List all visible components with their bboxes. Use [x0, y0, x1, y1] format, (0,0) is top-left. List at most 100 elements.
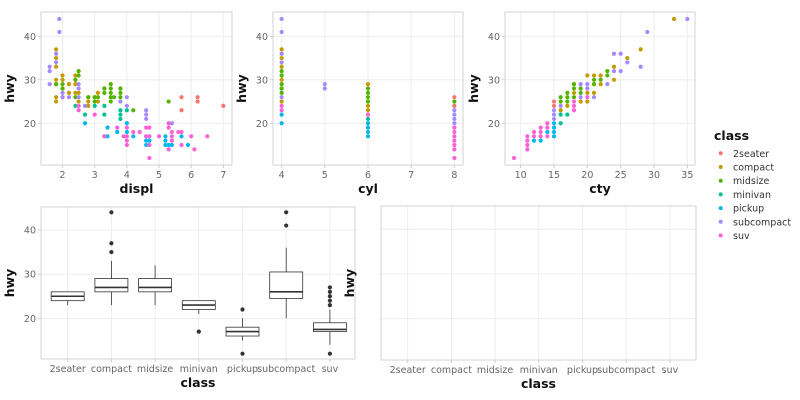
point-midsize: [111, 95, 117, 100]
outlier-point: [327, 289, 332, 294]
point-suv: [189, 134, 194, 139]
point-suv: [545, 121, 550, 126]
y-tick-label: 20: [488, 119, 500, 130]
x-axis-title: displ: [120, 181, 154, 196]
point-suv: [92, 112, 97, 117]
x-tick-label: 35: [681, 170, 693, 181]
point-midsize: [565, 90, 570, 95]
point-midsize: [73, 77, 78, 82]
point-midsize: [591, 82, 597, 87]
legend-key-midsize: [718, 178, 723, 183]
point-subcompact: [279, 29, 284, 35]
point-minivan: [565, 112, 570, 117]
point-minivan: [102, 103, 107, 108]
point-subcompact: [618, 69, 623, 74]
point-compact: [86, 99, 91, 104]
x-axis-title: class: [180, 375, 215, 390]
point-suv: [131, 129, 136, 135]
x-tick-label: midsize: [477, 365, 513, 376]
x-tick-label: 30: [648, 170, 660, 181]
x-tick-label: 20: [581, 170, 593, 181]
boxplot-minivan: [181, 300, 216, 334]
point-suv: [102, 134, 107, 139]
point-compact: [591, 90, 597, 95]
point-pickup: [365, 134, 371, 139]
x-axis-title: cyl: [358, 181, 378, 196]
point-midsize: [365, 95, 371, 100]
x-tick-label: 10: [515, 170, 527, 181]
x-tick-label: pickup: [227, 364, 258, 375]
legend-item-pickup: pickup: [718, 204, 764, 215]
point-midsize: [605, 73, 610, 78]
point-suv: [538, 125, 543, 130]
x-tick-label: 6: [365, 170, 371, 181]
point-pickup: [163, 142, 168, 148]
point-midsize: [558, 99, 563, 104]
point-compact: [95, 90, 101, 95]
point-compact: [279, 47, 284, 52]
x-tick-label: compact: [91, 364, 132, 375]
point-suv: [452, 147, 457, 152]
point-subcompact: [558, 103, 563, 108]
x-tick-label: suv: [662, 365, 679, 376]
x-tick-label: 5: [156, 170, 162, 181]
point-suv: [279, 103, 284, 108]
box: [138, 278, 173, 293]
y-tick-label: 20: [24, 119, 36, 130]
point-midsize: [565, 95, 570, 100]
point-midsize: [578, 86, 583, 91]
point-suv: [545, 125, 550, 130]
point-2seater: [551, 103, 557, 108]
x-tick-label: 5: [322, 170, 328, 181]
point-compact: [591, 73, 597, 78]
point-minivan: [124, 108, 129, 113]
point-compact: [585, 73, 590, 78]
boxplot-suv: [312, 285, 347, 356]
x-tick-label: 7: [220, 170, 226, 181]
x-tick-label: 7: [408, 170, 414, 181]
point-suv: [179, 142, 184, 148]
point-midsize: [60, 82, 65, 87]
point-pickup: [531, 138, 537, 143]
point-pickup: [163, 138, 168, 143]
point-midsize: [279, 73, 284, 78]
point-subcompact: [585, 86, 590, 91]
x-tick-label: 2seater: [390, 365, 426, 376]
point-suv: [531, 134, 537, 139]
point-suv: [156, 134, 162, 139]
point-compact: [54, 55, 59, 61]
point-subcompact: [76, 95, 81, 100]
point-midsize: [571, 86, 577, 91]
boxplot-midsize: [138, 265, 173, 306]
point-suv: [166, 125, 171, 130]
legend-item-2seater: 2seater: [718, 149, 769, 160]
point-pickup: [551, 129, 557, 135]
legend-item-minivan: minivan: [718, 190, 771, 201]
point-suv: [205, 134, 210, 139]
point-subcompact: [452, 108, 457, 113]
point-compact: [66, 90, 72, 95]
point-suv: [166, 147, 171, 152]
point-suv: [124, 138, 129, 143]
point-suv: [452, 142, 457, 148]
point-suv: [571, 108, 577, 113]
y-tick-label: 40: [488, 32, 500, 43]
point-subcompact: [60, 90, 65, 95]
point-compact: [365, 82, 371, 87]
point-midsize: [76, 69, 81, 74]
point-pickup: [365, 129, 371, 135]
point-suv: [169, 129, 174, 135]
point-minivan: [118, 108, 123, 113]
point-2seater: [551, 99, 557, 104]
point-pickup: [185, 142, 191, 148]
legend-label: suv: [733, 231, 750, 242]
point-subcompact: [279, 95, 284, 100]
y-axis-title: hwy: [342, 269, 357, 298]
x-tick-label: 8: [451, 170, 457, 181]
outlier-point: [327, 351, 332, 356]
outlier-point: [240, 307, 245, 312]
point-compact: [60, 77, 65, 82]
boxplot-2seater: [50, 291, 85, 306]
y-tick-label: 40: [24, 32, 36, 43]
